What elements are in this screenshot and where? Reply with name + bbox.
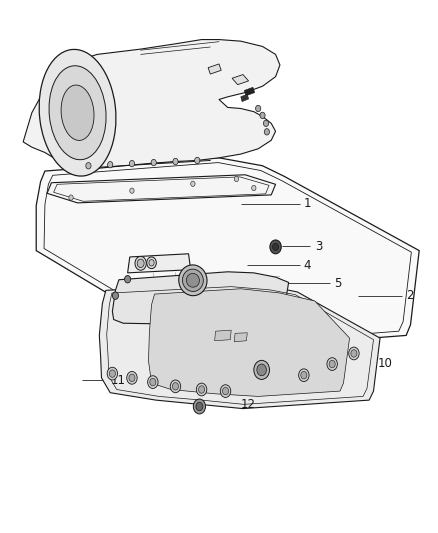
Circle shape [150, 378, 156, 386]
Ellipse shape [61, 85, 94, 140]
Circle shape [129, 374, 135, 382]
Circle shape [194, 157, 200, 164]
Text: 9: 9 [167, 326, 174, 340]
Text: 2: 2 [406, 289, 413, 302]
Circle shape [327, 358, 337, 370]
Circle shape [223, 387, 229, 395]
Text: 6: 6 [193, 288, 201, 301]
Polygon shape [127, 254, 191, 273]
Circle shape [193, 399, 205, 414]
Circle shape [173, 383, 179, 390]
Circle shape [329, 360, 335, 368]
Circle shape [110, 370, 116, 377]
Circle shape [151, 159, 156, 166]
Circle shape [149, 260, 154, 266]
Circle shape [129, 160, 134, 167]
Circle shape [148, 376, 158, 389]
Circle shape [170, 380, 181, 393]
Text: 5: 5 [334, 277, 342, 290]
Polygon shape [36, 158, 419, 349]
Ellipse shape [186, 273, 199, 287]
Circle shape [255, 106, 261, 112]
Circle shape [263, 120, 268, 126]
Circle shape [108, 161, 113, 168]
Text: 8: 8 [152, 319, 159, 333]
Circle shape [257, 364, 266, 376]
Circle shape [86, 163, 91, 169]
Polygon shape [99, 284, 380, 409]
Circle shape [198, 386, 205, 393]
Circle shape [127, 372, 137, 384]
Circle shape [252, 185, 256, 191]
Polygon shape [241, 94, 249, 102]
Circle shape [196, 383, 207, 396]
Polygon shape [208, 64, 221, 74]
Polygon shape [234, 333, 247, 342]
Circle shape [260, 112, 265, 118]
Text: 1: 1 [304, 197, 311, 211]
Circle shape [196, 402, 203, 411]
Text: 12: 12 [241, 398, 256, 411]
Polygon shape [232, 75, 249, 85]
Text: 4: 4 [304, 259, 311, 272]
Circle shape [69, 195, 73, 200]
Circle shape [349, 347, 359, 360]
Circle shape [130, 188, 134, 193]
Polygon shape [244, 87, 254, 96]
Ellipse shape [183, 269, 203, 292]
Ellipse shape [39, 50, 116, 176]
Circle shape [234, 176, 239, 182]
Text: 11: 11 [110, 374, 125, 387]
Polygon shape [47, 175, 276, 203]
Text: 3: 3 [315, 240, 322, 253]
Circle shape [270, 240, 281, 254]
Polygon shape [23, 39, 280, 171]
Circle shape [220, 385, 231, 398]
Polygon shape [113, 272, 289, 324]
Circle shape [264, 128, 269, 135]
Circle shape [113, 292, 118, 300]
Circle shape [191, 181, 195, 187]
Circle shape [299, 369, 309, 382]
Ellipse shape [179, 265, 207, 296]
Circle shape [272, 243, 279, 251]
Circle shape [301, 372, 307, 379]
Circle shape [135, 256, 146, 270]
Circle shape [124, 276, 131, 283]
Polygon shape [148, 289, 350, 397]
Circle shape [173, 158, 178, 165]
Text: 10: 10 [378, 357, 393, 369]
Ellipse shape [49, 66, 106, 160]
Circle shape [107, 367, 117, 380]
Circle shape [254, 360, 269, 379]
Polygon shape [215, 330, 231, 341]
Circle shape [147, 257, 156, 269]
Circle shape [351, 350, 357, 357]
Circle shape [137, 259, 144, 268]
Text: 7: 7 [158, 297, 166, 310]
